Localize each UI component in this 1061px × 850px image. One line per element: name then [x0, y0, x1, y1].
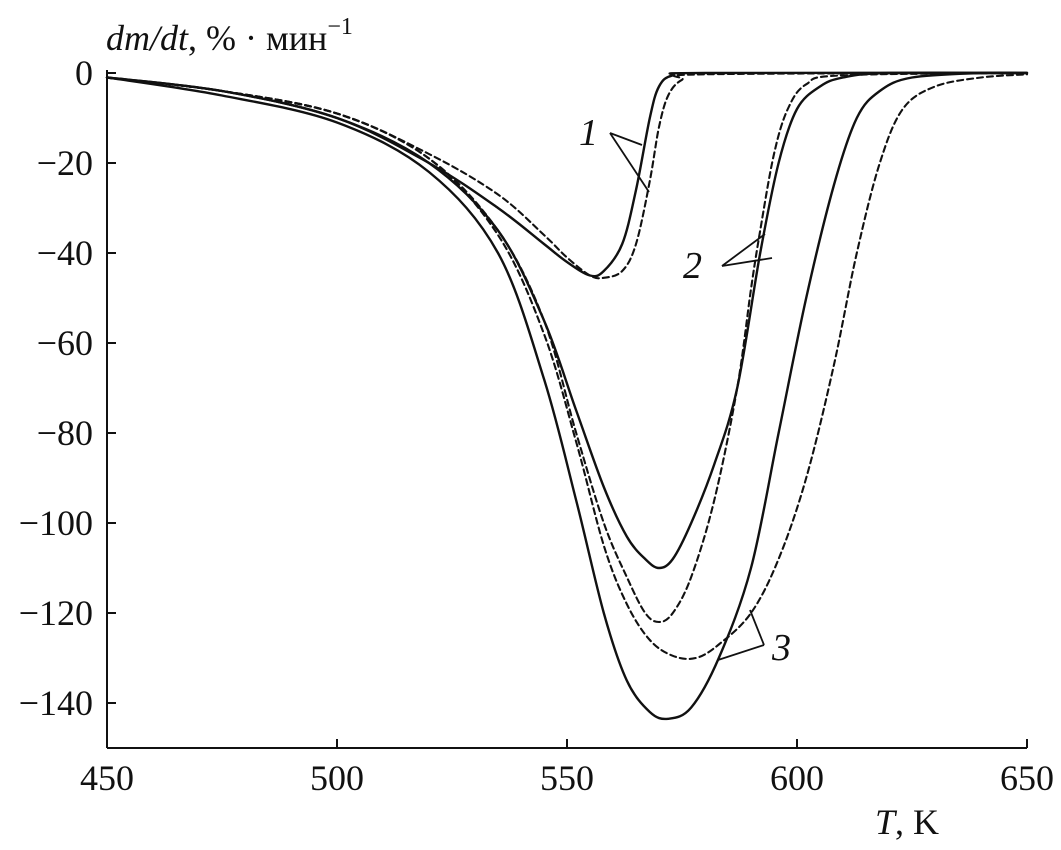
curve-2-dashed [105, 71, 1029, 624]
curve-annotations: 1 2 3 [579, 112, 791, 669]
y-tick-label: −120 [19, 593, 93, 633]
axes: 450 500 550 600 650 0 −20 −40 −60 −80 −100 −120 −140 [19, 53, 1054, 798]
curve-label-leader [721, 257, 773, 267]
x-tick-label: 600 [770, 758, 824, 798]
curve-label-1: 1 [579, 112, 598, 154]
y-axis-title-exponent: −1 [327, 14, 353, 40]
x-tick-label: 450 [80, 758, 134, 798]
svg-text:T, K: T, K [875, 802, 939, 842]
y-tick-label: −40 [37, 233, 93, 273]
y-axis-title: dm/dt, % · мин−1 [106, 14, 353, 58]
y-axis-title-rest: , % · мин [188, 18, 327, 58]
svg-text:dm/dt, % · мин−1: dm/dt, % · мин−1 [106, 14, 353, 58]
x-axis-title-rest: , K [895, 802, 939, 842]
curve-label-leader [717, 644, 765, 661]
curve-1-solid [105, 71, 1029, 278]
curve-3-dashed [105, 73, 1029, 660]
curve-1-dashed [105, 71, 1029, 280]
curve-label-2: 2 [683, 245, 702, 287]
curves [105, 71, 1029, 721]
x-tick-label: 500 [310, 758, 364, 798]
x-axis-title-main: T [875, 802, 898, 842]
curve-label-leader [609, 132, 650, 193]
y-axis-title-main: dm/dt [106, 18, 189, 58]
x-tick-label: 650 [1000, 758, 1054, 798]
y-tick-label: −80 [37, 413, 93, 453]
x-axis-title: T, K [875, 802, 939, 842]
curve-2-solid [105, 71, 1029, 570]
y-tick-label: −20 [37, 143, 93, 183]
y-tick-label: −140 [19, 683, 93, 723]
y-tick-label: −100 [19, 503, 93, 543]
y-tick-label: −60 [37, 323, 93, 363]
y-tick-label: 0 [75, 53, 93, 93]
x-tick-label: 550 [540, 758, 594, 798]
curve-3-solid [105, 71, 1029, 721]
curve-label-leader [721, 233, 766, 267]
curve-label-leader [749, 609, 765, 646]
curve-label-leader [609, 132, 643, 146]
curve-label-3: 3 [771, 627, 791, 669]
